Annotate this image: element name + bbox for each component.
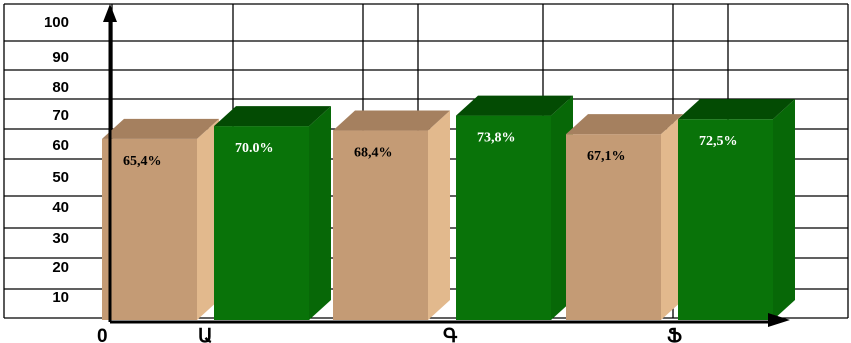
- y-tick-label: 10: [52, 289, 69, 306]
- bar-top: [102, 118, 219, 139]
- data-label: 65,4%: [123, 154, 162, 169]
- x-axis-categories: 0 Ա Գ Ֆ: [97, 326, 682, 343]
- y-axis-ticks: 10 20 30 40 50 60 70 80 90 100: [44, 14, 69, 306]
- bar-side: [309, 106, 331, 320]
- data-label: 73,8%: [477, 131, 516, 146]
- y-tick-label: 30: [52, 230, 69, 247]
- x-axis-arrow: [768, 313, 790, 327]
- data-label: 70.0%: [235, 141, 274, 156]
- y-tick-label: 100: [44, 14, 69, 31]
- y-axis-arrow: [103, 4, 117, 22]
- y-tick-label: 50: [52, 169, 69, 186]
- bar-2-2: 73,8%: [456, 95, 573, 320]
- bar-top: [214, 106, 331, 127]
- bar-front: [333, 130, 428, 320]
- y-tick-label: 60: [52, 137, 69, 154]
- category-label: Ա: [198, 326, 213, 343]
- bar-front: [456, 115, 551, 320]
- bar-side: [197, 118, 219, 320]
- bar-top: [456, 95, 573, 116]
- bars: 65,4% 70.0% 68,4% 73,8% 67,1% 72,5%: [102, 95, 795, 321]
- y-tick-label: 80: [52, 79, 69, 96]
- category-label: Գ: [443, 326, 458, 343]
- bar-side: [661, 114, 683, 321]
- data-label: 72,5%: [699, 134, 738, 149]
- y-tick-label: 70: [52, 107, 69, 124]
- bar-2-3: 72,5%: [678, 99, 795, 320]
- origin-label: 0: [97, 326, 108, 343]
- category-label: Ֆ: [667, 326, 682, 343]
- bar-side: [773, 99, 795, 320]
- data-label: 68,4%: [354, 146, 393, 161]
- data-label: 67,1%: [587, 149, 626, 164]
- y-tick-label: 40: [52, 199, 69, 216]
- bar-side: [428, 110, 450, 320]
- bar-front: [214, 126, 309, 320]
- bar-1-2: 68,4%: [333, 110, 450, 320]
- bar-top: [678, 99, 795, 120]
- bar-1-3: 67,1%: [566, 114, 683, 321]
- bar-front: [566, 134, 661, 320]
- bar-top: [333, 110, 450, 131]
- bar-front: [102, 138, 197, 320]
- bar-top: [566, 114, 683, 135]
- y-tick-label: 20: [52, 259, 69, 276]
- axes: [103, 4, 790, 327]
- bar-2-1: 70.0%: [214, 106, 331, 320]
- y-tick-label: 90: [52, 49, 69, 66]
- bar-front: [678, 119, 773, 320]
- bar-1-1: 65,4%: [102, 118, 219, 320]
